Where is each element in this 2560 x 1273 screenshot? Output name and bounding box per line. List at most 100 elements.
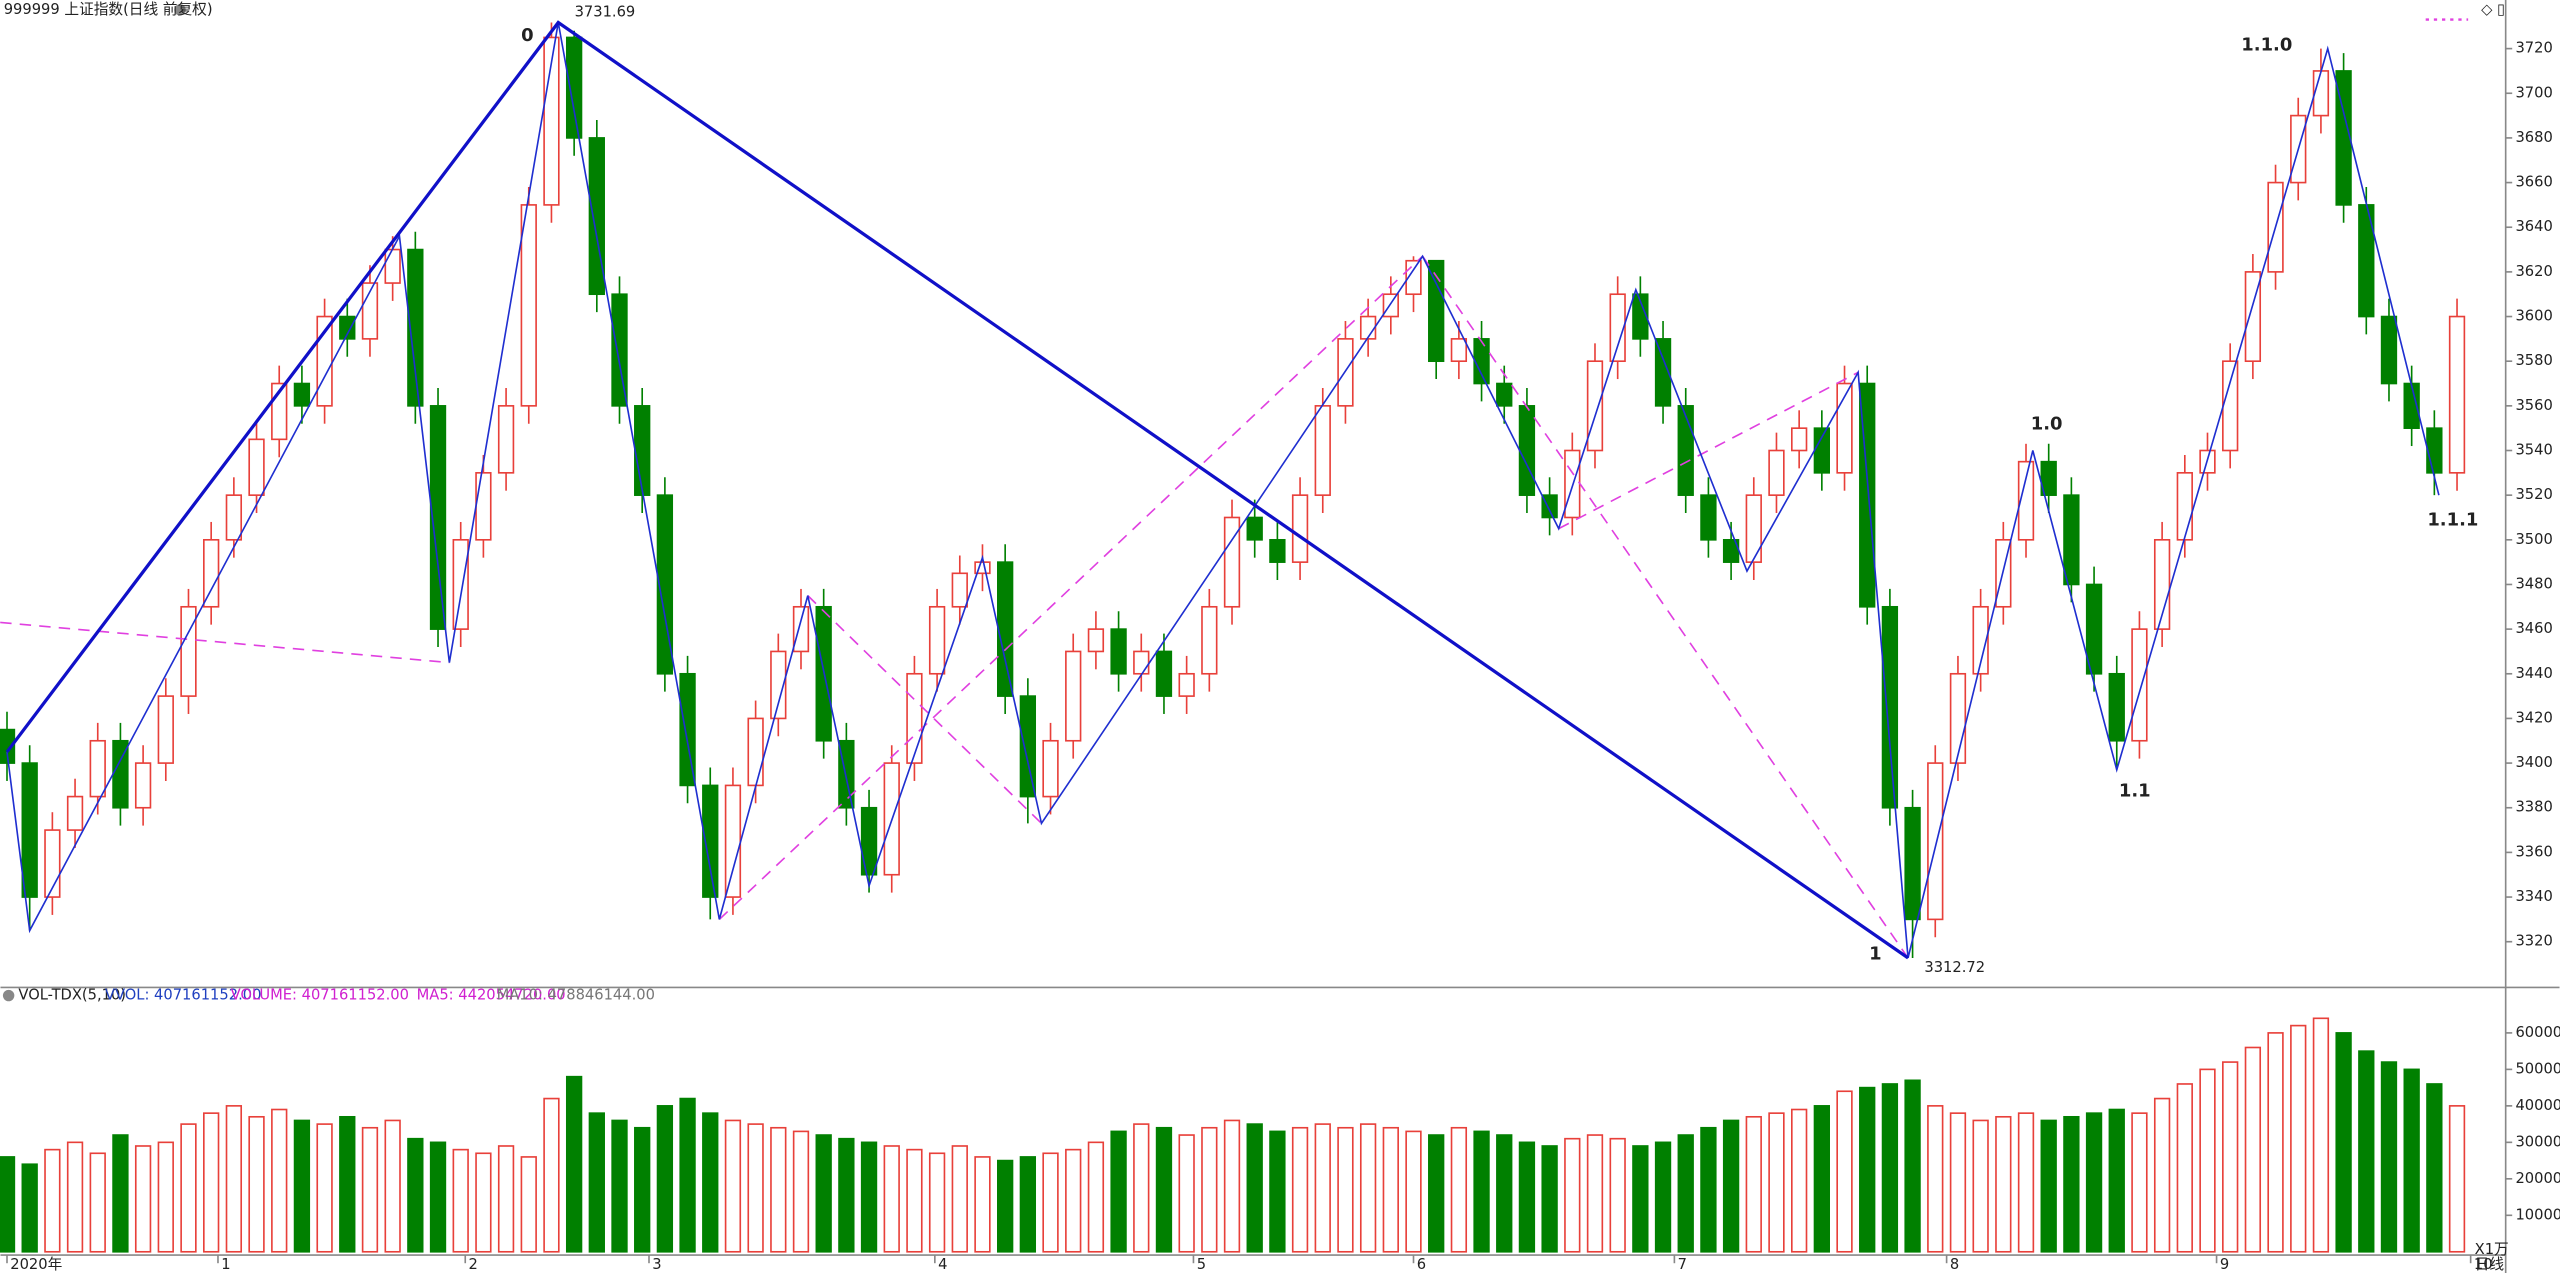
candle-body [1223, 516, 1241, 608]
volume-bar [0, 1156, 16, 1253]
candle-body [1972, 605, 1989, 675]
candle-body [1881, 605, 1899, 809]
wave-label: 0 [521, 25, 533, 46]
y-tick-label: 3340 [2515, 888, 2552, 905]
volume-bar [89, 1152, 106, 1253]
volume-bar [2153, 1097, 2171, 1253]
candle-body [157, 695, 174, 764]
wave-label: 1.0 [2031, 413, 2063, 434]
volume-bar [656, 1105, 674, 1253]
volume-bar [1428, 1134, 1445, 1253]
candle-body [565, 36, 583, 139]
volume-bar [1337, 1126, 1354, 1253]
volume-bar [1155, 1126, 1173, 1253]
settings-icon[interactable] [2, 989, 15, 1002]
candle-body [2017, 460, 2035, 541]
candle-body [702, 784, 719, 898]
volume-bar [66, 1141, 84, 1253]
candle-body [1178, 672, 1195, 697]
candle-body [770, 650, 787, 720]
candle-body [407, 248, 424, 407]
candle-body [1450, 338, 1468, 363]
volume-bar [134, 1145, 152, 1253]
volume-bar [1700, 1126, 1717, 1253]
candle-body [520, 204, 537, 407]
y-tick-label: 3680 [2515, 129, 2552, 146]
x-tick-label: 3 [652, 1256, 661, 1273]
volume-bar [634, 1126, 651, 1253]
volume-bar [2426, 1083, 2443, 1253]
y-tick-label: 3620 [2515, 263, 2552, 280]
candle-body [2040, 460, 2057, 496]
candle-body [1745, 494, 1762, 563]
volume-bar [1019, 1156, 1037, 1253]
candle-body [89, 739, 106, 798]
volume-bar [2267, 1032, 2284, 1253]
volume-bar [452, 1148, 469, 1253]
volume-bar [1881, 1083, 1899, 1253]
candle-body [1700, 494, 1717, 541]
candle-body [2176, 472, 2193, 541]
candle-body [1790, 427, 1808, 452]
candle-body [66, 795, 84, 831]
candle-body [974, 561, 991, 575]
candle-body [1133, 650, 1150, 675]
candle-body [1586, 360, 1604, 452]
dashed-line [0, 255, 1909, 959]
volume-bar [203, 1112, 220, 1253]
candle-body [1541, 494, 1558, 519]
zigzag-line [6, 22, 2440, 959]
y-tick-label: 3380 [2515, 799, 2552, 816]
volume-bar [1246, 1123, 1263, 1253]
candle-body [1609, 293, 1626, 363]
window-icons[interactable]: ◇ ▯ [2481, 1, 2505, 18]
volume-bar [1927, 1105, 1944, 1253]
candle-body [2108, 672, 2125, 742]
candle-body [2448, 315, 2466, 474]
candle-body [2312, 70, 2330, 117]
candle-body [339, 315, 356, 340]
volume-bar [180, 1123, 197, 1253]
volume-bar [1518, 1141, 1536, 1253]
candle-body [860, 806, 878, 876]
y-tick-label: 3580 [2515, 352, 2552, 369]
volume-bar [951, 1145, 968, 1253]
candle-body [1949, 672, 1967, 764]
candle-body [724, 784, 742, 898]
volume-bar [1201, 1126, 1218, 1253]
candle-body [1473, 338, 1490, 385]
volume-bar [1654, 1141, 1672, 1253]
candle-body [1927, 762, 1944, 921]
volume-bar [747, 1123, 764, 1253]
y-tick-label: 3720 [2515, 40, 2552, 57]
candle-body [452, 538, 469, 630]
volume-bar [1677, 1134, 1694, 1253]
volume-bar [1065, 1148, 1082, 1253]
candle-body [293, 382, 311, 407]
volume-bar [157, 1141, 174, 1253]
candle-body [1359, 315, 1377, 340]
candle-body [1110, 628, 1127, 675]
volume-bar [1564, 1137, 1581, 1253]
candle-body [1836, 382, 1853, 474]
volume-bar [1813, 1105, 1831, 1253]
volume-bar [497, 1145, 515, 1253]
volume-bar [1586, 1134, 1604, 1253]
candle-body [1904, 806, 1921, 921]
volume-bar [520, 1156, 537, 1253]
volume-bar [2017, 1112, 2035, 1253]
volume-bar [2358, 1050, 2375, 1253]
volume-bar [2448, 1105, 2466, 1253]
y-tick-label: 10000 [2515, 1206, 2560, 1223]
candle-body [1269, 538, 1286, 563]
candle-body [180, 605, 197, 697]
y-tick-label: 3500 [2515, 531, 2552, 548]
volume-bar [588, 1112, 605, 1253]
candle-body [1246, 516, 1263, 541]
volume-bar [883, 1145, 900, 1253]
volume-bar [1768, 1112, 1785, 1253]
volume-bar [1904, 1079, 1921, 1253]
volume-bar [2244, 1046, 2262, 1253]
settings-icon[interactable] [174, 4, 186, 16]
